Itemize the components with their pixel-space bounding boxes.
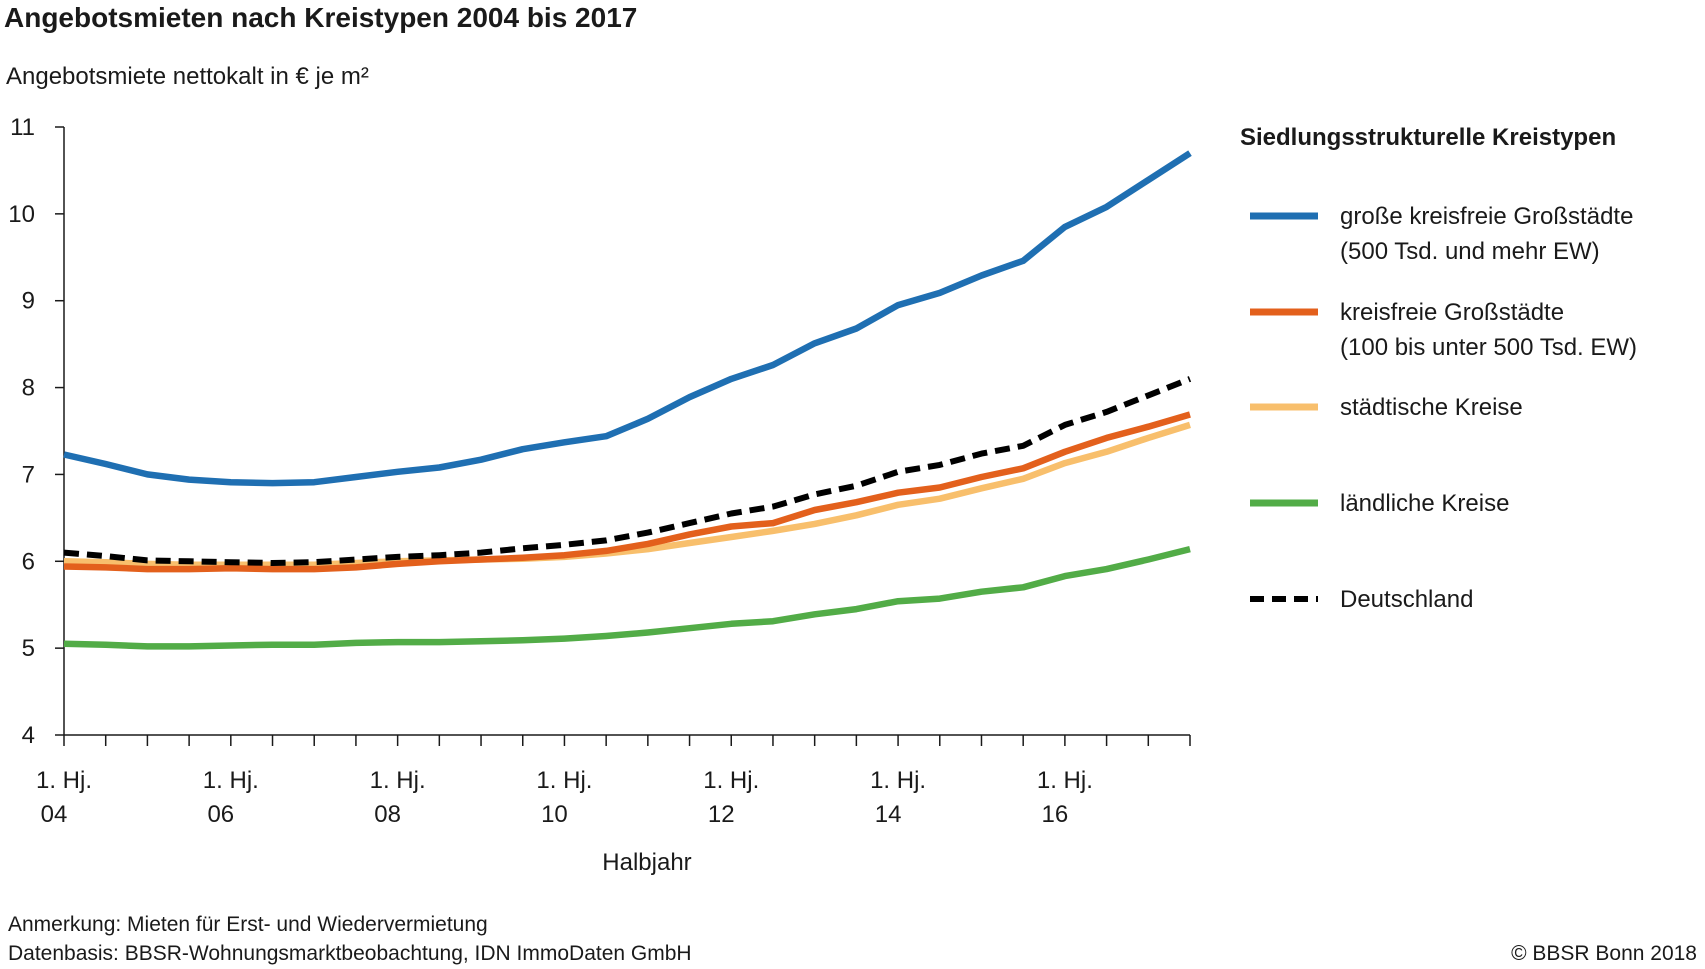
footnote-source: Datenbasis: BBSR-Wohnungsmarktbeobachtun… (8, 942, 692, 965)
x-tick-label: 1. Hj. (1037, 767, 1093, 794)
x-tick-label-year: 14 (875, 801, 902, 828)
x-tick-label-year: 16 (1042, 801, 1069, 828)
y-tick-label: 11 (10, 114, 35, 141)
copyright: © BBSR Bonn 2018 (1511, 942, 1697, 965)
y-tick-label: 7 (22, 461, 35, 488)
legend-label-4: Deutschland (1340, 586, 1473, 613)
x-tick-label: 1. Hj. (870, 767, 926, 794)
legend-title: Siedlungsstrukturelle Kreistypen (1240, 124, 1616, 151)
series-line-3 (63, 545, 1191, 650)
series-layer (63, 150, 1192, 650)
y-tick-label: 5 (22, 635, 35, 662)
x-tick-label: 1. Hj. (703, 767, 759, 794)
x-axis: 1. Hj. 04 1. Hj. 06 1. Hj. 08 1. Hj. 10 1. Hj. 12… (36, 734, 1191, 828)
footnote-remark: Anmerkung: Mieten für Erst- und Wiederve… (8, 913, 488, 936)
y-tick-label: 9 (22, 288, 35, 315)
x-tick-label: 1. Hj. (203, 767, 259, 794)
legend-label-0-line2: (500 Tsd. und mehr EW) (1340, 238, 1600, 265)
legend-label-1-line2: (100 bis unter 500 Tsd. EW) (1340, 334, 1637, 361)
legend-label-2: städtische Kreise (1340, 394, 1523, 421)
y-tick-label: 10 (8, 201, 35, 228)
x-tick-label-year: 10 (541, 801, 568, 828)
y-tick-label: 4 (22, 722, 35, 749)
x-tick-label: 1. Hj. (536, 767, 592, 794)
x-axis-label: Halbjahr (602, 849, 691, 876)
y-axis: 4 5 6 7 8 9 10 11 (8, 114, 65, 749)
legend-label-1: kreisfreie Großstädte (1340, 299, 1564, 326)
y-axis-label: Angebotsmiete nettokalt in € je m² (6, 63, 369, 90)
y-tick-label: 8 (22, 375, 35, 402)
x-tick-label: 1. Hj. (370, 767, 426, 794)
series-line-0 (63, 150, 1192, 487)
x-tick-label-year: 12 (708, 801, 735, 828)
x-tick-label-year: 08 (374, 801, 401, 828)
series-line-1 (63, 411, 1191, 573)
legend-label-0: große kreisfreie Großstädte (1340, 203, 1633, 230)
legend-label-3: ländliche Kreise (1340, 490, 1509, 517)
y-tick-label: 6 (22, 548, 35, 575)
x-tick-label-year: 06 (207, 801, 234, 828)
series-line-4 (63, 376, 1192, 566)
x-tick-label: 1. Hj. (36, 767, 92, 794)
chart-title: Angebotsmieten nach Kreistypen 2004 bis … (4, 2, 637, 33)
legend: Siedlungsstrukturelle Kreistypen große k… (1240, 124, 1637, 613)
x-tick-label-year: 04 (41, 801, 68, 828)
